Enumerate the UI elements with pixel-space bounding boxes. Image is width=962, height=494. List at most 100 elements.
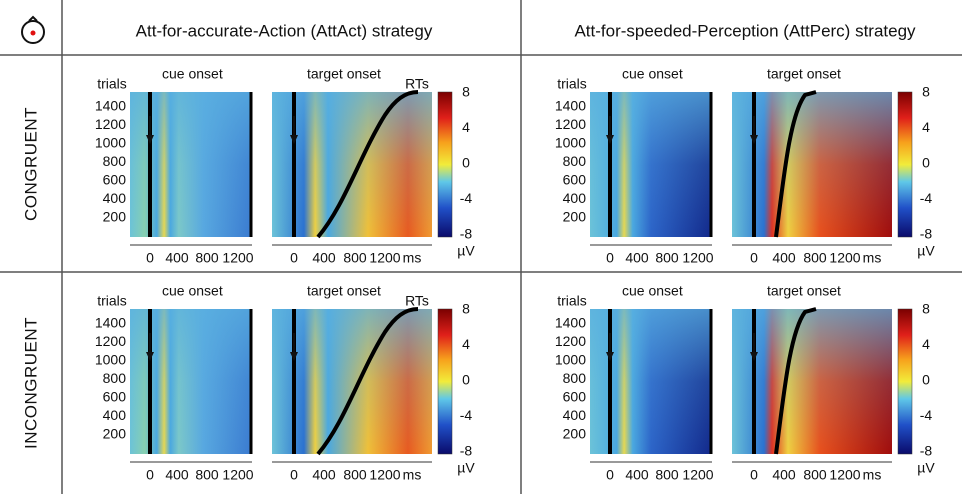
colorbar-tick-label: 0 (462, 372, 470, 388)
y-tick-label: 600 (103, 389, 127, 405)
colorbar-tick-label: -8 (920, 226, 933, 242)
x-tick-label: 1200 (682, 467, 713, 483)
y-tick-label: 800 (103, 370, 127, 386)
y-tick-label: 600 (563, 389, 587, 405)
x-tick-label: 1200 (682, 250, 713, 266)
colorbar-tick-label: -8 (460, 226, 473, 242)
x-tick-label: 1200 (369, 467, 400, 483)
x-tick-label: 400 (165, 467, 189, 483)
y-tick-label: 1200 (555, 333, 586, 349)
x-tick-label: 1200 (369, 250, 400, 266)
x-unit: ms (863, 467, 882, 483)
y-axis-label: trials (557, 293, 587, 309)
y-tick-label: 200 (563, 426, 587, 442)
x-tick-label: 0 (750, 250, 758, 266)
colorbar-tick-label: 4 (462, 336, 470, 352)
target-erp-overlay (732, 92, 892, 237)
x-tick-label: 800 (195, 467, 219, 483)
target-label: target onset (767, 66, 841, 82)
rt-curve (316, 307, 419, 456)
target-label: target onset (767, 283, 841, 299)
rt-curve (774, 90, 817, 238)
x-tick-label: 1200 (222, 250, 253, 266)
row-header: CONGRUENT (21, 107, 40, 221)
y-tick-label: 600 (103, 172, 127, 188)
x-tick-label: 800 (195, 250, 219, 266)
colorbar-tick-label: -8 (920, 443, 933, 459)
rt-curve (774, 307, 817, 455)
x-tick-label: 0 (290, 250, 298, 266)
y-tick-label: 1000 (555, 352, 586, 368)
column-header: Att-for-accurate-Action (AttAct) strateg… (136, 21, 433, 40)
x-tick-label: 1200 (829, 467, 860, 483)
colorbar-tick-label: 4 (462, 119, 470, 135)
colorbar-tick-label: 8 (922, 301, 930, 317)
y-tick-label: 200 (103, 209, 127, 225)
head-icon (21, 15, 45, 44)
colorbar-tick-label: 0 (922, 372, 930, 388)
x-tick-label: 1200 (829, 250, 860, 266)
rt-label: RTs (405, 76, 429, 92)
y-tick-label: 200 (103, 426, 127, 442)
x-tick-label: 0 (146, 250, 154, 266)
y-tick-label: 1200 (95, 116, 126, 132)
onset-arrowhead (750, 135, 758, 144)
colorbar-tick-label: 4 (922, 119, 930, 135)
x-tick-label: 400 (625, 467, 649, 483)
onset-arrowhead (750, 352, 758, 361)
y-tick-label: 400 (103, 407, 127, 423)
cue-label: cue onset (622, 283, 683, 299)
colorbar-tick-label: 8 (462, 301, 470, 317)
x-tick-label: 0 (606, 467, 614, 483)
colorbar-tick-label: 0 (922, 155, 930, 171)
target-label: target onset (307, 283, 381, 299)
onset-arrowhead (606, 135, 614, 144)
colorbar-tick-label: -4 (460, 407, 473, 423)
colorbar (437, 308, 453, 455)
y-tick-label: 800 (563, 370, 587, 386)
y-tick-label: 400 (563, 407, 587, 423)
y-tick-label: 1200 (555, 116, 586, 132)
target-label: target onset (307, 66, 381, 82)
y-tick-label: 1400 (95, 315, 126, 331)
colorbar (437, 91, 453, 238)
y-tick-label: 600 (563, 172, 587, 188)
x-tick-label: 0 (146, 467, 154, 483)
row-header: INCONGRUENT (21, 317, 40, 449)
y-tick-label: 800 (563, 153, 587, 169)
onset-arrowhead (146, 352, 154, 361)
onset-arrowhead (290, 135, 298, 144)
colorbar-tick-label: -4 (920, 407, 933, 423)
x-tick-label: 800 (343, 467, 367, 483)
x-tick-label: 400 (772, 467, 796, 483)
colorbar-tick-label: 4 (922, 336, 930, 352)
rt-curve (316, 90, 419, 239)
cue-label: cue onset (162, 66, 223, 82)
y-axis-label: trials (97, 293, 127, 309)
onset-arrowhead (146, 135, 154, 144)
colorbar-tick-label: -4 (460, 190, 473, 206)
y-tick-label: 1000 (95, 135, 126, 151)
x-tick-label: 0 (606, 250, 614, 266)
colorbar-tick-label: -8 (460, 443, 473, 459)
x-tick-label: 0 (750, 467, 758, 483)
y-axis-label: trials (97, 76, 127, 92)
x-tick-label: 800 (803, 250, 827, 266)
colorbar-tick-label: -4 (920, 190, 933, 206)
colorbar-tick-label: 0 (462, 155, 470, 171)
x-tick-label: 400 (312, 250, 336, 266)
colorbar-unit: µV (917, 460, 935, 476)
y-tick-label: 1000 (555, 135, 586, 151)
y-axis-label: trials (557, 76, 587, 92)
x-tick-label: 800 (655, 467, 679, 483)
colorbar-unit: µV (457, 243, 475, 259)
x-tick-label: 400 (625, 250, 649, 266)
column-header: Att-for-speeded-Perception (AttPerc) str… (574, 21, 916, 40)
x-tick-label: 400 (165, 250, 189, 266)
colorbar (897, 91, 913, 238)
y-tick-label: 1400 (95, 98, 126, 114)
